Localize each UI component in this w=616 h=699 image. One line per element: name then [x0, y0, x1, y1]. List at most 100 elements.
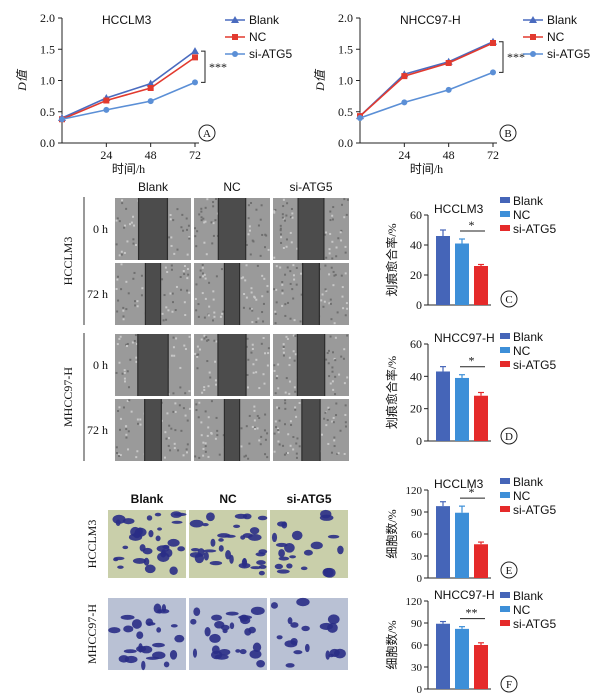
stained-cell: [171, 520, 183, 524]
stained-cell: [276, 635, 283, 640]
cell-speckle: [262, 320, 265, 323]
cell-speckle: [210, 221, 213, 224]
cell-speckle: [116, 278, 119, 281]
legend-label: Blank: [513, 475, 544, 489]
cell-speckle: [284, 314, 287, 317]
cell-speckle: [344, 251, 347, 254]
cell-speckle: [188, 335, 191, 338]
cell-speckle: [124, 380, 127, 383]
cell-speckle: [204, 450, 207, 453]
cell-speckle: [133, 339, 136, 342]
data-point: [103, 106, 110, 113]
cell-speckle: [278, 443, 281, 446]
cell-speckle: [186, 228, 189, 231]
cell-speckle: [283, 453, 286, 456]
cell-speckle: [206, 198, 209, 201]
cell-speckle: [292, 436, 295, 439]
cell-speckle: [187, 224, 190, 227]
cell-speckle: [245, 425, 248, 428]
stained-cell: [169, 566, 178, 576]
cell-speckle: [127, 430, 130, 433]
cell-speckle: [250, 287, 253, 290]
stained-cell: [287, 617, 293, 625]
cell-speckle: [187, 273, 190, 276]
stained-cell: [210, 538, 216, 547]
bar: [436, 371, 450, 441]
cell-speckle: [119, 335, 122, 338]
cell-speckle: [343, 348, 346, 351]
cell-speckle: [213, 339, 216, 342]
cell-speckle: [165, 318, 168, 321]
y-tick-label: 90: [411, 507, 423, 519]
cell-speckle: [278, 407, 281, 410]
cell-speckle: [282, 354, 285, 357]
cell-speckle: [251, 425, 254, 428]
cell-speckle: [263, 429, 266, 432]
data-point: [192, 54, 198, 61]
cell-speckle: [257, 317, 260, 320]
cell-speckle: [285, 245, 288, 248]
cell-speckle: [188, 291, 191, 294]
stained-cell: [296, 597, 310, 607]
cell-speckle: [171, 301, 174, 304]
cell-speckle: [286, 337, 289, 340]
cell-speckle: [176, 248, 179, 251]
cell-speckle: [274, 420, 277, 423]
cell-speckle: [333, 439, 336, 442]
scratch-gap: [301, 399, 321, 461]
cell-speckle: [273, 256, 276, 259]
cell-speckle: [200, 434, 203, 437]
legend-label: si-ATG5: [547, 47, 590, 61]
stained-cell: [276, 569, 290, 574]
series-line: [359, 42, 494, 117]
stained-cell: [258, 570, 265, 576]
cell-speckle: [289, 317, 292, 320]
cell-speckle: [125, 428, 128, 431]
stained-cell: [152, 651, 166, 660]
cell-speckle: [292, 350, 295, 353]
cell-speckle: [207, 339, 210, 341]
cell-speckle: [329, 302, 332, 305]
cell-speckle: [123, 371, 126, 374]
stained-cell: [148, 530, 154, 538]
cell-speckle: [253, 405, 256, 408]
cell-speckle: [201, 263, 204, 266]
legend-label: Blank: [547, 13, 578, 27]
cell-speckle: [118, 337, 121, 340]
cell-speckle: [337, 452, 340, 455]
legend-label: NC: [249, 30, 267, 44]
cell-speckle: [201, 391, 204, 394]
legend-label: Blank: [513, 589, 544, 603]
y-axis-label: 划痕愈合率/%: [384, 223, 399, 296]
cell-speckle: [280, 236, 283, 239]
cell-speckle: [251, 239, 254, 242]
cell-speckle: [215, 416, 218, 419]
legend-label: NC: [513, 208, 531, 222]
stained-cell: [218, 545, 224, 552]
cell-speckle: [248, 307, 251, 310]
cell-speckle: [280, 241, 283, 244]
cell-speckle: [205, 336, 208, 339]
stained-cell: [286, 563, 293, 569]
cell-speckle: [123, 377, 126, 380]
cell-speckle: [282, 343, 285, 346]
cell-speckle: [338, 373, 341, 376]
cell-speckle: [121, 372, 124, 375]
cell-speckle: [206, 360, 209, 363]
cell-speckle: [132, 277, 135, 280]
y-tick-label: 1.0: [40, 74, 55, 88]
data-point: [490, 40, 496, 46]
stained-cell: [209, 633, 221, 643]
cell-speckle: [332, 351, 335, 354]
cell-speckle: [344, 413, 347, 416]
cell-speckle: [208, 371, 211, 374]
y-tick-label: 30: [411, 662, 423, 674]
stained-cell: [333, 648, 346, 659]
x-tick-label: 48: [443, 148, 455, 162]
cell-speckle: [215, 198, 218, 201]
cell-speckle: [206, 434, 209, 437]
y-tick-label: 0: [417, 684, 423, 696]
cell-speckle: [256, 264, 259, 267]
cell-speckle: [331, 420, 334, 423]
